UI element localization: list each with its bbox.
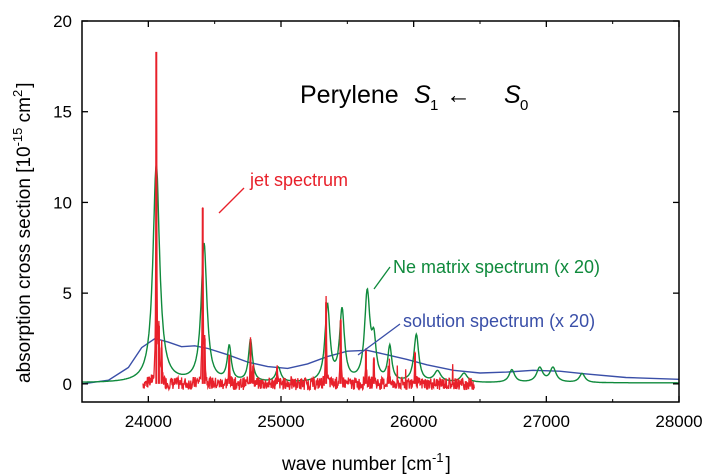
x-tick-label: 25000 xyxy=(257,412,304,431)
x-tick-label: 28000 xyxy=(655,412,702,431)
plot-lines xyxy=(81,51,680,392)
y-axis-label: absorption cross section [10-15 cm2] xyxy=(10,83,35,384)
annotation-jet-leader xyxy=(218,187,245,214)
y-tick-label: 5 xyxy=(63,284,72,303)
y-tick-label: 10 xyxy=(53,193,72,212)
plot-frame xyxy=(81,20,680,403)
annotation-solution: solution spectrum (x 20) xyxy=(403,311,595,331)
chart-title: Perylene xyxy=(300,81,399,109)
series-solution-line xyxy=(81,337,680,385)
title-state-b: S xyxy=(504,81,521,109)
y-tick-label: 20 xyxy=(53,12,72,31)
series-ne-matrix-line xyxy=(81,164,679,384)
title-state-a: S xyxy=(414,81,431,109)
annotation-ne-matrix: Ne matrix spectrum (x 20) xyxy=(393,257,600,277)
series-jet-line xyxy=(142,75,476,392)
x-axis-label: wave number [cm-1] xyxy=(281,450,451,475)
y-tick-label: 15 xyxy=(53,103,72,122)
x-tick-label: 24000 xyxy=(125,412,172,431)
title-state-b-sub: 0 xyxy=(520,97,528,114)
x-tick-label: 27000 xyxy=(523,412,570,431)
annotation-jet: jet spectrum xyxy=(249,170,348,190)
y-tick-label: 0 xyxy=(63,375,72,394)
annotation-solution-leader xyxy=(357,323,401,356)
annotation-ne-matrix-leader xyxy=(373,266,391,290)
title-state-a-sub: 1 xyxy=(430,97,438,114)
title-arrow: ← xyxy=(446,81,471,109)
x-tick-label: 26000 xyxy=(390,412,437,431)
